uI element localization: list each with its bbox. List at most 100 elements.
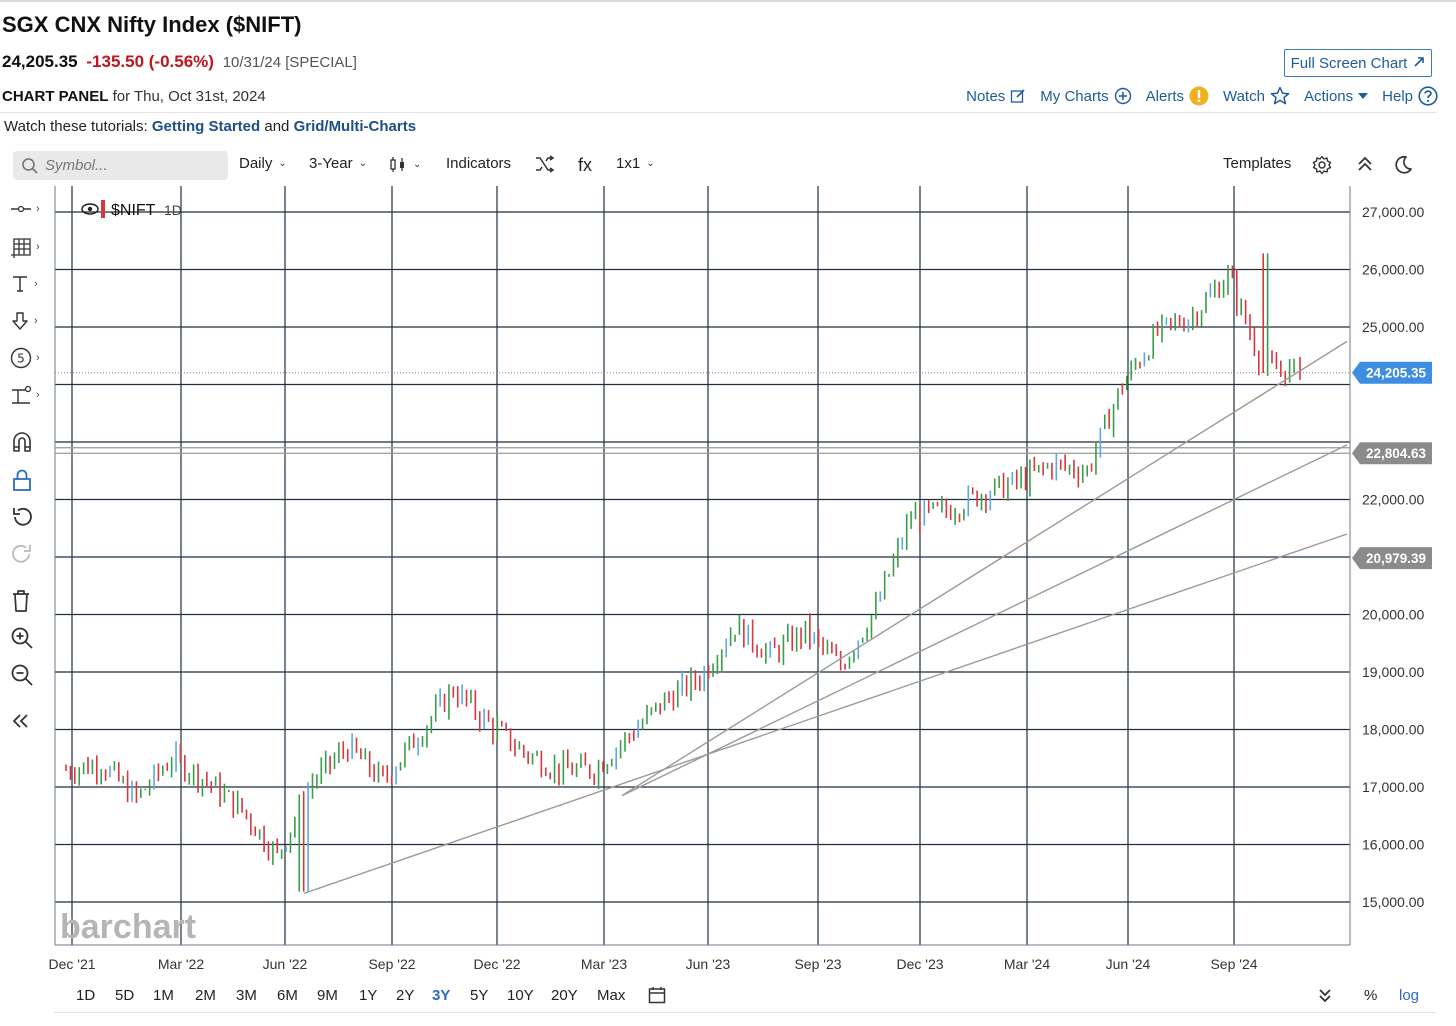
zoom-in-button[interactable] [10, 623, 50, 653]
chart-panel-label: CHART PANEL [2, 88, 109, 105]
help-icon [1418, 86, 1438, 106]
tutorials-bar: Watch these tutorials: Getting Started a… [4, 118, 416, 135]
text-tool[interactable]: › [10, 269, 50, 299]
calendar-icon[interactable] [648, 986, 666, 1008]
my-charts-link[interactable]: My Charts [1040, 87, 1131, 105]
collapse-drawing-toolbar[interactable] [10, 706, 50, 736]
x-tick-label: Sep '22 [368, 956, 415, 972]
line-tool[interactable]: › [10, 194, 50, 224]
eye-icon [81, 203, 99, 215]
actions-menu[interactable]: Actions [1303, 87, 1369, 105]
layout-select[interactable]: 1x1 ⌄ [616, 155, 655, 172]
fx-button[interactable]: fx [578, 155, 592, 176]
range-1d[interactable]: 1D [76, 987, 96, 1004]
badge-shape [1352, 361, 1432, 384]
pattern-tool[interactable]: › [10, 232, 50, 262]
delete-drawings-button[interactable] [10, 586, 50, 616]
collapse-toolbar-button[interactable] [1357, 155, 1373, 173]
templates-button[interactable]: Templates [1223, 155, 1291, 172]
panel-links: Notes My Charts Alerts Watch Actions Hel… [966, 86, 1438, 106]
fx-label: fx [578, 155, 593, 175]
range-max[interactable]: Max [597, 987, 626, 1004]
x-tick-label: Sep '24 [1210, 956, 1257, 972]
lock-tool[interactable] [10, 465, 50, 495]
numbered-circle-icon: 5 [10, 347, 32, 369]
getting-started-link[interactable]: Getting Started [151, 118, 261, 135]
alerts-link[interactable]: Alerts [1146, 86, 1209, 106]
bottom-divider [54, 1012, 1436, 1013]
arrow-down-icon [12, 312, 28, 330]
range-6m[interactable]: 6M [277, 987, 298, 1004]
chevron-right-icon: › [36, 241, 40, 253]
double-chevron-up-icon [1358, 156, 1372, 171]
quote-date-tag: 10/31/24 [SPECIAL] [222, 54, 357, 71]
notes-link[interactable]: Notes [966, 88, 1026, 105]
chevron-right-icon: › [34, 278, 38, 290]
layout-label: 1x1 [616, 155, 641, 172]
undo-button[interactable] [10, 502, 50, 532]
watch-link[interactable]: Watch [1223, 86, 1290, 106]
range-5d[interactable]: 5D [115, 987, 135, 1004]
grid-multi-charts-link[interactable]: Grid/Multi-Charts [293, 118, 417, 135]
x-tick-label: Mar '22 [158, 956, 204, 972]
percent-scale-toggle[interactable]: % [1364, 987, 1378, 1004]
chart-type-select[interactable]: ⌄ [389, 155, 421, 173]
x-tick-label: Sep '23 [794, 956, 841, 972]
actions-label: Actions [1303, 87, 1354, 105]
zoom-out-button[interactable] [10, 660, 50, 690]
y-tick-label: 26,000.00 [1362, 262, 1424, 278]
caret-down-icon [1358, 93, 1369, 99]
range-2m[interactable]: 2M [195, 987, 216, 1004]
templates-label: Templates [1223, 155, 1292, 172]
range-20y[interactable]: 20Y [551, 987, 578, 1004]
range-3y[interactable]: 3Y [432, 987, 451, 1004]
chevron-down-icon: ⌄ [646, 158, 655, 169]
elliott-wave-tool[interactable]: 5 › [10, 343, 50, 373]
y-tick-label: 16,000.00 [1362, 837, 1424, 853]
settings-button[interactable] [1312, 155, 1332, 175]
compare-button[interactable] [535, 155, 555, 173]
help-link[interactable]: Help [1382, 86, 1438, 106]
range-9m[interactable]: 9M [317, 987, 338, 1004]
top-border [0, 0, 1456, 2]
symbol-search-input[interactable]: Symbol... [13, 151, 228, 180]
symbol-placeholder: Symbol... [45, 157, 108, 174]
trendline [621, 444, 1348, 797]
log-scale-toggle[interactable]: log [1399, 987, 1420, 1004]
double-chevron-left-icon [12, 714, 28, 728]
x-tick-label: Mar '23 [581, 956, 627, 972]
range-2y[interactable]: 2Y [396, 987, 415, 1004]
magnet-tool[interactable] [10, 427, 50, 457]
range-3m[interactable]: 3M [236, 987, 257, 1004]
dark-mode-toggle[interactable] [1393, 155, 1413, 175]
chevron-right-icon: › [36, 203, 40, 215]
price-chart[interactable]: 27,000.00 26,000.00 25,000.00 22,000.00 20,0… [0, 186, 1456, 982]
redo-button[interactable] [10, 539, 50, 569]
range-10y[interactable]: 10Y [507, 987, 534, 1004]
full-screen-label: Full Screen Chart [1290, 54, 1408, 72]
arrow-tool[interactable]: › [10, 306, 50, 336]
double-chevron-down-icon[interactable] [1318, 988, 1332, 1008]
interval-select[interactable]: Daily ⌄ [239, 155, 287, 172]
full-screen-chart-button[interactable]: Full Screen Chart [1284, 49, 1432, 77]
badge-shape [1352, 442, 1432, 465]
range-1y[interactable]: 1Y [359, 987, 378, 1004]
period-select[interactable]: 3-Year ⌄ [309, 155, 367, 172]
indicators-label: Indicators [446, 155, 512, 172]
quote-line: 24,205.35 -135.50 (-0.56%) 10/31/24 [SPE… [2, 52, 357, 72]
indicators-button[interactable]: Indicators [446, 155, 511, 172]
x-tick-label: Jun '24 [1106, 956, 1151, 972]
gear-icon [1312, 155, 1332, 175]
x-tick-label: Jun '23 [686, 956, 731, 972]
range-5y[interactable]: 5Y [470, 987, 489, 1004]
measure-tool[interactable]: › [10, 380, 50, 410]
y-tick-label: 17,000.00 [1362, 779, 1424, 795]
y-tick-label: 25,000.00 [1362, 319, 1424, 335]
y-tick-label: 20,000.00 [1362, 607, 1424, 623]
level-badge: 20,979.39 [1352, 547, 1432, 570]
y-tick-label: 15,000.00 [1362, 894, 1424, 910]
badge-text: 20,979.39 [1366, 551, 1426, 566]
badge-text: 22,804.63 [1366, 446, 1427, 461]
range-1m[interactable]: 1M [153, 987, 174, 1004]
period-label: 3-Year [309, 155, 353, 172]
